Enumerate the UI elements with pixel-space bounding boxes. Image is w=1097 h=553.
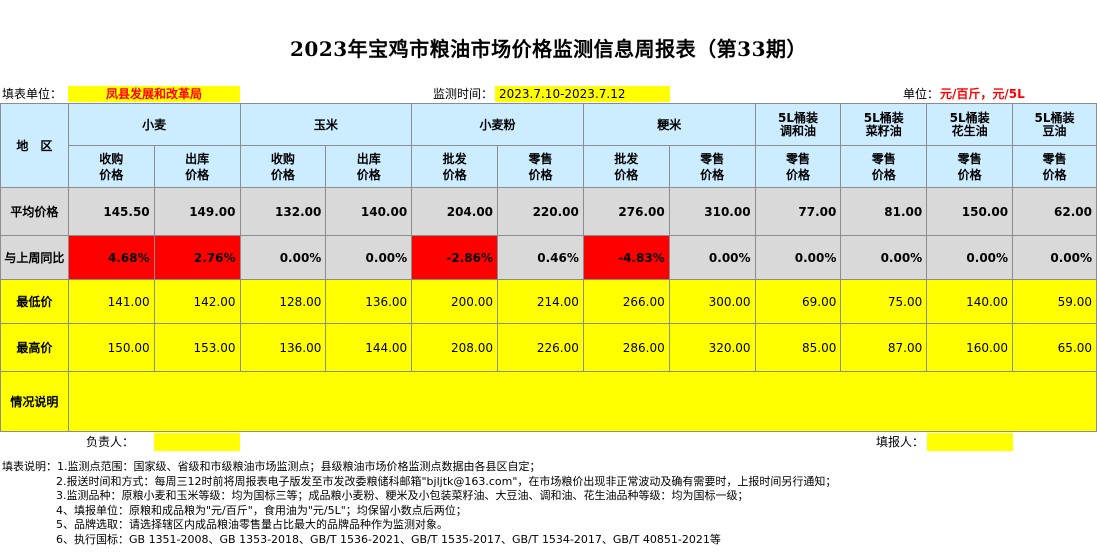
max-cell: 136.00 bbox=[239, 323, 327, 372]
max-cell: 320.00 bbox=[668, 323, 756, 372]
instruction-line: 填表说明：1.监测点范围：国家级、省级和市级粮油市场监测点；县级粮油市场价格监测… bbox=[2, 460, 541, 473]
min-cell: 140.00 bbox=[926, 279, 1014, 324]
avg-cell: 62.00 bbox=[1012, 187, 1097, 236]
wow-row: 与上周同比 4.68% 2.76% 0.00% 0.00% -2.86% 0.4… bbox=[0, 235, 1097, 280]
wow-cell: 0.00% bbox=[840, 235, 928, 280]
note-row: 情况说明 bbox=[0, 371, 1097, 432]
avg-cell: 276.00 bbox=[582, 187, 670, 236]
responsible-field[interactable] bbox=[154, 433, 240, 451]
min-cell: 300.00 bbox=[668, 279, 756, 324]
price-unit-label: 单位： bbox=[903, 87, 940, 101]
wow-label: 与上周同比 bbox=[0, 235, 69, 280]
avg-price-row: 平均价格 145.50 149.00 132.00 140.00 204.00 … bbox=[0, 187, 1097, 236]
max-cell: 87.00 bbox=[840, 323, 928, 372]
max-cell: 208.00 bbox=[411, 323, 499, 372]
min-cell: 141.00 bbox=[67, 279, 155, 324]
unit-label: 填表单位： bbox=[2, 87, 63, 101]
wheat-header: 小麦 bbox=[67, 103, 241, 146]
min-cell: 266.00 bbox=[582, 279, 670, 324]
wow-cell: 0.00% bbox=[754, 235, 842, 280]
corn-purchase-header: 收购 价格 bbox=[239, 145, 327, 188]
price-table: 地 区 小麦 玉米 小麦粉 粳米 5L桶装 调和油 5L桶装 菜籽油 5L桶装 … bbox=[0, 103, 1097, 432]
min-cell: 142.00 bbox=[153, 279, 241, 324]
price-unit-value: 元/百斤，元/5L bbox=[940, 87, 1025, 101]
max-cell: 150.00 bbox=[67, 323, 155, 372]
max-price-row: 最高价 150.00 153.00 136.00 144.00 208.00 2… bbox=[0, 323, 1097, 372]
avg-price-label: 平均价格 bbox=[0, 187, 69, 236]
wow-cell: 0.00% bbox=[926, 235, 1014, 280]
responsible-label: 负责人： bbox=[86, 435, 135, 449]
note-label: 情况说明 bbox=[0, 371, 69, 432]
max-cell: 286.00 bbox=[582, 323, 670, 372]
min-cell: 136.00 bbox=[325, 279, 413, 324]
wow-cell: 0.00% bbox=[668, 235, 756, 280]
avg-cell: 140.00 bbox=[325, 187, 413, 236]
flour-retail-header: 零售 价格 bbox=[497, 145, 584, 188]
wow-cell: 2.76% bbox=[153, 235, 241, 280]
avg-cell: 149.00 bbox=[153, 187, 241, 236]
rice-retail-header: 零售 价格 bbox=[668, 145, 756, 188]
wow-cell: 0.00% bbox=[325, 235, 413, 280]
blended-oil-retail-header: 零售 价格 bbox=[754, 145, 842, 188]
avg-cell: 81.00 bbox=[840, 187, 928, 236]
soybean-oil-header: 5L桶装 豆油 bbox=[1012, 103, 1097, 146]
rapeseed-oil-header: 5L桶装 菜籽油 bbox=[840, 103, 928, 146]
max-cell: 153.00 bbox=[153, 323, 241, 372]
instruction-line: 6、执行国标：GB 1351-2008、GB 1353-2018、GB/T 15… bbox=[56, 532, 721, 546]
note-cell[interactable] bbox=[67, 371, 1097, 432]
wow-cell: 4.68% bbox=[67, 235, 155, 280]
report-title: 2023年宝鸡市粮油市场价格监测信息周报表（第33期） bbox=[290, 37, 807, 61]
unit-value: 凤县发展和改革局 bbox=[68, 86, 240, 102]
avg-cell: 310.00 bbox=[668, 187, 756, 236]
max-cell: 85.00 bbox=[754, 323, 842, 372]
instruction-line: 5、品牌选取：请选择辖区内成品粮油零售量占比最大的品牌品种作为监测对象。 bbox=[56, 518, 448, 531]
min-cell: 214.00 bbox=[497, 279, 584, 324]
min-cell: 200.00 bbox=[411, 279, 499, 324]
filler-label: 填报人： bbox=[876, 435, 925, 449]
instruction-line: 2.报送时间和方式：每周三12时前将周报表电子版发至市发改委粮储科邮箱"bjlj… bbox=[56, 474, 837, 488]
max-cell: 144.00 bbox=[325, 323, 413, 372]
avg-cell: 77.00 bbox=[754, 187, 842, 236]
flour-wholesale-header: 批发 价格 bbox=[411, 145, 499, 188]
flour-header: 小麦粉 bbox=[411, 103, 584, 146]
time-label: 监测时间： bbox=[433, 87, 494, 101]
wow-cell: -4.83% bbox=[582, 235, 670, 280]
peanut-oil-retail-header: 零售 价格 bbox=[926, 145, 1014, 188]
max-cell: 65.00 bbox=[1012, 323, 1097, 372]
peanut-oil-header: 5L桶装 花生油 bbox=[926, 103, 1014, 146]
min-price-row: 最低价 141.00 142.00 128.00 136.00 200.00 2… bbox=[0, 279, 1097, 324]
max-cell: 226.00 bbox=[497, 323, 584, 372]
min-cell: 128.00 bbox=[239, 279, 327, 324]
min-cell: 59.00 bbox=[1012, 279, 1097, 324]
corn-outbound-header: 出库 价格 bbox=[325, 145, 413, 188]
wow-cell: 0.46% bbox=[497, 235, 584, 280]
filler-field[interactable] bbox=[927, 433, 1013, 451]
region-header: 地 区 bbox=[0, 103, 69, 188]
avg-cell: 132.00 bbox=[239, 187, 327, 236]
min-cell: 75.00 bbox=[840, 279, 928, 324]
avg-cell: 204.00 bbox=[411, 187, 499, 236]
rice-wholesale-header: 批发 价格 bbox=[582, 145, 670, 188]
wheat-outbound-header: 出库 价格 bbox=[153, 145, 241, 188]
avg-cell: 220.00 bbox=[497, 187, 584, 236]
rapeseed-oil-retail-header: 零售 价格 bbox=[840, 145, 928, 188]
corn-header: 玉米 bbox=[239, 103, 413, 146]
instructions: 填表说明：1.监测点范围：国家级、省级和市级粮油市场监测点；县级粮油市场价格监测… bbox=[2, 460, 836, 547]
avg-cell: 145.50 bbox=[67, 187, 155, 236]
wheat-purchase-header: 收购 价格 bbox=[67, 145, 155, 188]
wow-cell: -2.86% bbox=[411, 235, 499, 280]
avg-cell: 150.00 bbox=[926, 187, 1014, 236]
soybean-oil-retail-header: 零售 价格 bbox=[1012, 145, 1097, 188]
blended-oil-header: 5L桶装 调和油 bbox=[754, 103, 842, 146]
instruction-line: 3.监测品种：原粮小麦和玉米等级：均为国标三等；成品粮小麦粉、粳米及小包装菜籽油… bbox=[56, 489, 749, 502]
max-cell: 160.00 bbox=[926, 323, 1014, 372]
time-value: 2023.7.10-2023.7.12 bbox=[495, 86, 670, 102]
min-price-label: 最低价 bbox=[0, 279, 69, 324]
instruction-line: 4、填报单位：原粮和成品粮为"元/百斤"，食用油为"元/5L"；均保留小数点后两… bbox=[56, 503, 467, 517]
min-cell: 69.00 bbox=[754, 279, 842, 324]
max-price-label: 最高价 bbox=[0, 323, 69, 372]
wow-cell: 0.00% bbox=[239, 235, 327, 280]
wow-cell: 0.00% bbox=[1012, 235, 1097, 280]
rice-header: 粳米 bbox=[582, 103, 756, 146]
